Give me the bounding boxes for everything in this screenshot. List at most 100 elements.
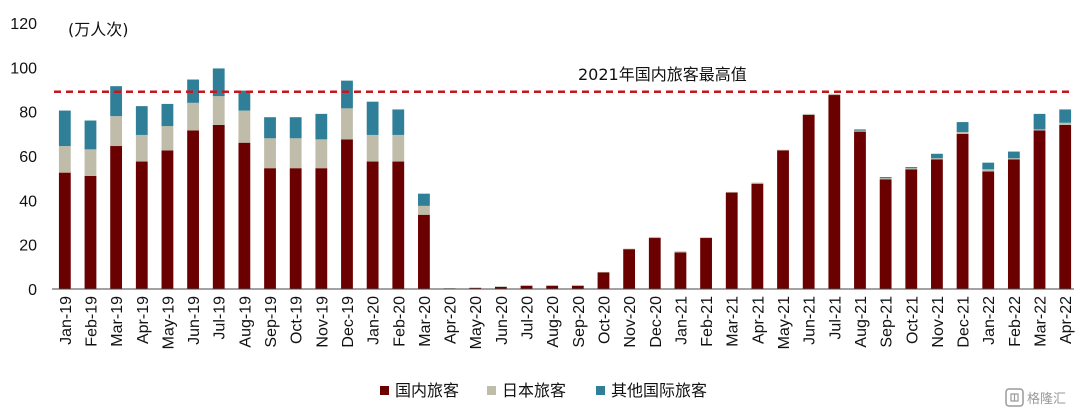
legend-label: 其他国际旅客 — [611, 381, 707, 400]
x-tick-label: May-20 — [468, 296, 485, 349]
bar-segment-1-Aug-21 — [854, 131, 866, 289]
x-tick-label: Jun-21 — [802, 296, 819, 345]
x-tick-label: Sep-20 — [571, 296, 588, 348]
bar-segment-1-Sep-20 — [571, 285, 584, 289]
y-tick-label: 20 — [19, 238, 37, 255]
x-tick-label: Aug-21 — [853, 296, 870, 348]
bar-segment-2-Apr-20 — [443, 288, 456, 289]
bar-segment-3-Jun-19 — [187, 79, 199, 103]
bar-segment-2-Mar-22 — [1033, 129, 1046, 131]
bar-segment-2-Mar-19 — [110, 116, 123, 147]
bar-segment-1-Feb-19 — [84, 175, 97, 289]
x-tick-label: Mar-19 — [109, 296, 126, 347]
bar-segment-2-Sep-20 — [571, 285, 584, 286]
bar-segment-1-Nov-21 — [931, 159, 943, 289]
legend-label: 国内旅客 — [395, 381, 459, 400]
legend-label: 日本旅客 — [502, 381, 566, 400]
x-tick-label: Dec-20 — [648, 296, 665, 348]
bar-segment-1-Mar-21 — [725, 192, 738, 289]
y-unit-label: (万人次) — [68, 20, 129, 39]
bar-segment-2-Oct-20 — [597, 271, 610, 273]
bar-segment-1-Dec-21 — [956, 133, 969, 289]
x-tick-label: Jan-21 — [673, 296, 690, 345]
bar-segment-2-Apr-19 — [135, 134, 148, 162]
bar-segment-1-Nov-19 — [315, 168, 328, 289]
bar-segment-2-Sep-21 — [879, 178, 892, 180]
bar-segment-1-Jan-20 — [366, 161, 379, 289]
x-tick-label: Aug-20 — [545, 296, 562, 348]
bar-segment-2-Oct-19 — [289, 138, 302, 169]
bar-segment-2-Jul-19 — [212, 96, 225, 125]
bar-segment-1-May-19 — [161, 150, 174, 289]
bar-segment-2-Oct-21 — [905, 168, 918, 170]
bar-segment-2-Jan-21 — [674, 251, 687, 253]
bar-segment-1-Jun-21 — [802, 114, 815, 290]
y-tick-label: 120 — [10, 16, 37, 33]
bar-segment-1-Aug-20 — [546, 285, 559, 289]
bar-segment-2-Jan-20 — [366, 134, 379, 162]
x-tick-label: Jul-21 — [827, 296, 844, 340]
bar-segment-1-Mar-22 — [1033, 130, 1046, 289]
bar-segment-1-Dec-19 — [341, 139, 353, 290]
y-tick-label: 80 — [19, 105, 37, 122]
bar-segment-2-Feb-22 — [1007, 158, 1020, 160]
x-tick-label: Sep-21 — [879, 296, 896, 348]
bar-segment-1-Oct-20 — [597, 272, 610, 290]
watermark-logo-icon — [1005, 388, 1024, 407]
bar-segment-2-Apr-21 — [751, 182, 764, 184]
bar-segment-3-Oct-21 — [905, 167, 918, 169]
watermark-logo-mark-icon — [1010, 393, 1019, 402]
watermark: 格隆汇 — [1005, 388, 1066, 407]
bar-segment-1-Jul-19 — [212, 124, 225, 289]
bar-segment-1-May-21 — [777, 150, 789, 289]
x-tick-label: Oct-21 — [904, 296, 921, 344]
x-tick-label: Oct-19 — [289, 296, 306, 344]
bar-segment-2-Aug-20 — [546, 285, 559, 286]
legend-swatch — [596, 386, 605, 395]
bar-segment-3-Feb-22 — [1007, 151, 1020, 159]
x-tick-label: Apr-22 — [1058, 296, 1075, 344]
bar-segment-1-Sep-19 — [264, 168, 276, 289]
x-tick-label: Dec-19 — [340, 296, 357, 348]
bar-segment-3-Jan-22 — [982, 162, 995, 170]
bar-segment-3-Aug-19 — [238, 90, 251, 111]
x-axis: Jan-19 Feb-19 Mar-19 Apr-19 May-19 Jun-19 Jul-… — [58, 296, 1075, 349]
bar-segment-2-Nov-21 — [931, 158, 943, 160]
x-tick-label: Jan-19 — [58, 296, 75, 345]
x-tick-label: May-19 — [160, 296, 177, 349]
x-tick-label: Apr-21 — [750, 296, 767, 344]
x-tick-label: Aug-19 — [237, 296, 254, 348]
bar-segment-2-Mar-20 — [418, 205, 430, 215]
x-tick-label: Feb-20 — [391, 296, 408, 347]
bar-segment-2-Nov-20 — [623, 248, 636, 250]
bar-segment-2-Sep-19 — [264, 138, 276, 169]
bar-segment-2-Apr-22 — [1059, 122, 1072, 125]
bar-segment-3-Nov-19 — [315, 113, 328, 140]
bar-segment-3-Feb-19 — [84, 120, 97, 150]
bar-segment-1-Nov-20 — [623, 249, 636, 289]
x-tick-label: Jan-20 — [366, 296, 383, 345]
bar-segment-1-Dec-20 — [648, 238, 661, 289]
bar-segment-3-Apr-19 — [135, 106, 148, 135]
bar-segment-2-May-19 — [161, 126, 174, 151]
bar-segment-1-Jan-19 — [58, 172, 71, 290]
bar-segment-2-Jun-21 — [802, 113, 815, 115]
x-tick-label: Dec-21 — [956, 296, 973, 348]
bar-segment-1-Oct-21 — [905, 169, 918, 289]
x-tick-label: Nov-21 — [930, 296, 947, 348]
bar-segment-3-Apr-22 — [1059, 109, 1072, 123]
y-tick-label: 100 — [10, 60, 37, 77]
bar-segment-3-Mar-22 — [1033, 113, 1046, 130]
bar-segment-2-Nov-19 — [315, 139, 328, 169]
bar-segment-2-Feb-21 — [700, 237, 712, 239]
y-axis: 0 20 40 60 80 100 120 — [10, 16, 37, 299]
bar-segment-2-Jan-19 — [58, 146, 71, 173]
bar-segment-2-Jul-20 — [520, 285, 533, 286]
bar-segment-3-May-19 — [161, 103, 174, 127]
bar-segment-1-Jun-19 — [187, 130, 199, 289]
bar-segment-2-Dec-21 — [956, 132, 969, 134]
bar-segment-3-Dec-19 — [341, 80, 353, 109]
bar-segment-3-Jan-19 — [58, 110, 71, 147]
y-tick-label: 0 — [28, 282, 37, 299]
